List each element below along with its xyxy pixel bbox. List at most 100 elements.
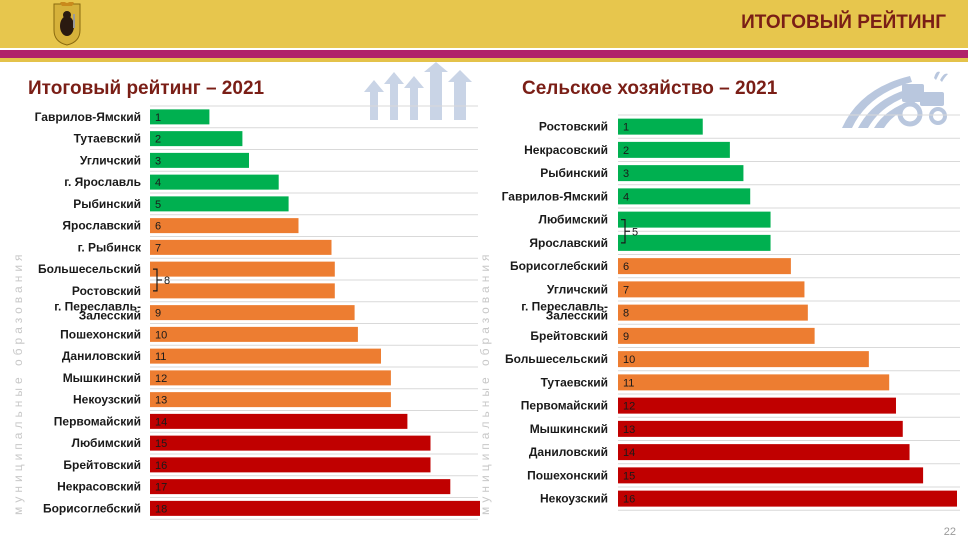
bar xyxy=(150,196,289,212)
bar xyxy=(618,490,957,507)
bar-rank-label: 12 xyxy=(623,401,635,413)
bar xyxy=(150,174,279,190)
bar xyxy=(150,392,391,408)
bar xyxy=(150,305,355,321)
bar xyxy=(618,397,896,414)
bar-rank-label: 9 xyxy=(623,331,629,343)
bar xyxy=(150,413,408,429)
category-label: Любимский xyxy=(539,213,608,227)
category-label: Брейтовский xyxy=(63,458,141,472)
category-label: Тутаевский xyxy=(74,132,141,146)
bar-rank-label: 10 xyxy=(155,329,167,341)
bar xyxy=(618,467,924,484)
category-label: Угличский xyxy=(547,282,608,296)
category-label: Мышкинский xyxy=(530,422,608,436)
bar-rank-label: 12 xyxy=(155,373,167,385)
category-label: Рыбинский xyxy=(73,197,141,211)
bar xyxy=(618,211,771,228)
category-label: г. Переславль-Залесский xyxy=(54,300,141,323)
bar xyxy=(150,457,431,473)
bar-rank-label: 2 xyxy=(155,134,161,146)
yaroslavl-bear-crest-icon xyxy=(53,2,81,46)
bar-rank-label: 4 xyxy=(155,177,161,189)
category-label: Первомайский xyxy=(54,414,141,428)
bar xyxy=(150,500,480,516)
bar-rank-label: 7 xyxy=(623,284,629,296)
bar-rank-label: 3 xyxy=(623,168,629,180)
bar xyxy=(150,152,249,168)
bar-rank-label: 15 xyxy=(623,470,635,482)
header-accent-stripe xyxy=(0,50,968,58)
bar xyxy=(618,374,890,391)
category-label: Угличский xyxy=(80,153,141,167)
bar xyxy=(150,131,243,147)
bar-rank-label: 7 xyxy=(155,242,161,254)
category-label: Брейтовский xyxy=(530,329,608,343)
category-label: Борисоглебский xyxy=(43,501,141,515)
bar xyxy=(150,326,358,342)
page-title: ИТОГОВЫЙ РЕЙТИНГ xyxy=(741,12,946,33)
bar xyxy=(618,234,771,251)
category-label: Рыбинский xyxy=(540,166,608,180)
bar-rank-label: 1 xyxy=(155,112,161,124)
tie-rank-label: 8 xyxy=(164,275,170,287)
bar-rank-label: 6 xyxy=(155,221,161,233)
category-label: Даниловский xyxy=(529,445,608,459)
bar-rank-label: 11 xyxy=(623,377,634,389)
bar xyxy=(618,281,805,298)
chart-title-agriculture: Сельское хозяйство – 2021 xyxy=(522,78,778,99)
bar-rank-label: 16 xyxy=(155,460,167,472)
bar-rank-label: 13 xyxy=(623,424,635,436)
bar xyxy=(150,109,210,125)
category-label: Пошехонский xyxy=(60,327,141,341)
bar xyxy=(150,283,335,299)
bar xyxy=(618,444,910,461)
category-label: Ростовский xyxy=(72,284,141,298)
bar-rank-label: 11 xyxy=(155,351,166,363)
category-label: Некрасовский xyxy=(524,143,608,157)
category-label: Ростовский xyxy=(539,120,608,134)
category-label: г. Рыбинск xyxy=(78,240,142,254)
bar xyxy=(150,348,381,364)
bar xyxy=(618,351,869,368)
bar-rank-label: 9 xyxy=(155,308,161,320)
bar xyxy=(150,239,332,255)
bar xyxy=(150,370,391,386)
category-label: Гаврилов-Ямский xyxy=(35,110,141,124)
category-label: Некрасовский xyxy=(57,480,141,494)
bar xyxy=(618,420,903,437)
category-label: Мышкинский xyxy=(63,371,141,385)
bar xyxy=(618,165,744,182)
bar-rank-label: 3 xyxy=(155,155,161,167)
bar xyxy=(618,118,703,135)
bar xyxy=(618,258,791,275)
category-label: Даниловский xyxy=(62,349,141,363)
category-label: Гаврилов-Ямский xyxy=(502,189,608,203)
bar xyxy=(618,141,730,158)
bar xyxy=(618,327,815,344)
bar-rank-label: 10 xyxy=(623,354,635,366)
bar xyxy=(150,218,299,234)
bar xyxy=(618,188,751,205)
page-number: 22 xyxy=(943,526,956,538)
bar-rank-label: 15 xyxy=(155,438,167,450)
bar xyxy=(150,261,335,277)
bar-rank-label: 2 xyxy=(623,145,629,157)
category-label: Пошехонский xyxy=(527,468,608,482)
bar-rank-label: 16 xyxy=(623,494,635,506)
chart-title-overall: Итоговый рейтинг – 2021 xyxy=(28,78,265,99)
category-label: Любимский xyxy=(72,436,141,450)
bar-rank-label: 4 xyxy=(623,191,629,203)
bar-rank-label: 5 xyxy=(155,199,161,211)
tie-rank-label: 5 xyxy=(632,226,638,238)
category-label: Некоузский xyxy=(540,492,608,506)
bar-rank-label: 13 xyxy=(155,395,167,407)
category-label: г. Ярославль xyxy=(64,175,141,189)
category-label: Большесельский xyxy=(505,352,608,366)
header-gold-stripe xyxy=(0,58,968,62)
category-label: Ярославский xyxy=(529,236,608,250)
bar-rank-label: 14 xyxy=(623,447,635,459)
category-label: г. Переславль-Залесский xyxy=(521,300,608,323)
